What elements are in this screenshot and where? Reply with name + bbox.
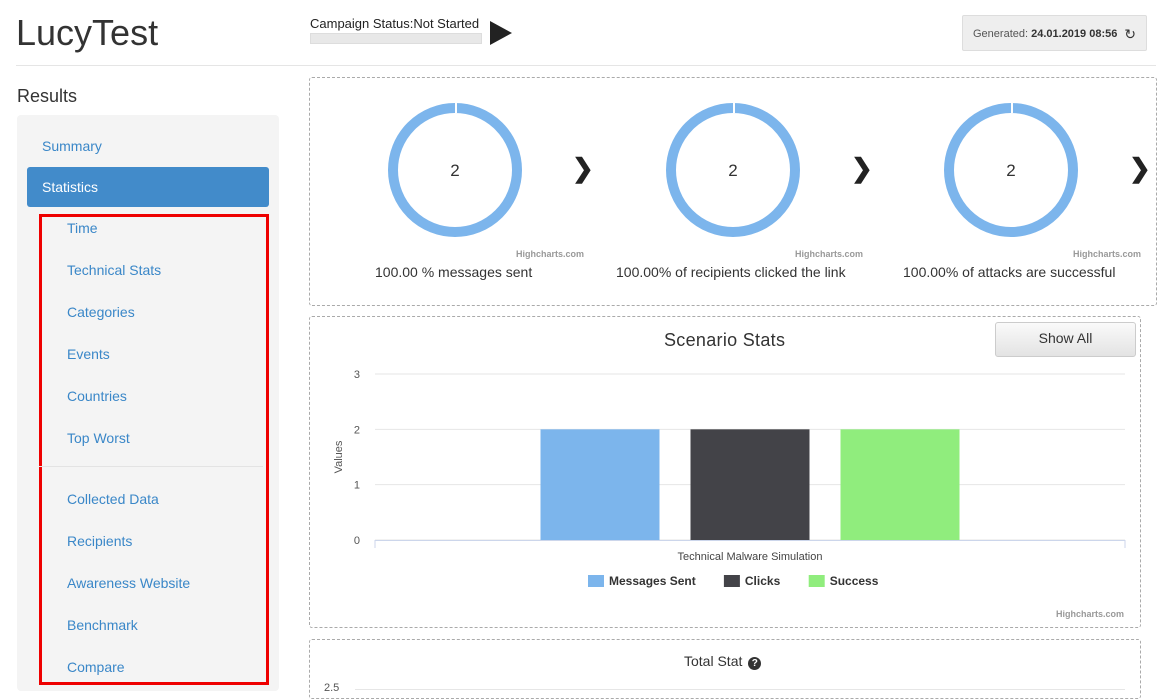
legend-item: Success (830, 574, 879, 588)
donut-caption: 100.00 % messages sent (375, 264, 533, 280)
show-all-button[interactable]: Show All (995, 322, 1136, 357)
highcharts-credit[interactable]: Highcharts.com (516, 249, 585, 259)
donut-value: 2 (450, 161, 460, 180)
chevron-right-icon: ❯ (851, 153, 873, 183)
sidebar-item-categories[interactable]: Categories (67, 304, 135, 320)
sidebar-item-time[interactable]: Time (67, 220, 98, 236)
y-axis-label: Values (333, 440, 345, 473)
highcharts-credit[interactable]: Highcharts.com (1056, 609, 1125, 619)
sidebar-item-statistics[interactable]: Statistics (27, 167, 269, 207)
scenario-chart: 0 1 2 3 Values Technical Malware Simulation Me… (333, 369, 1126, 588)
total-stat-title: Total Stat ? (684, 653, 762, 670)
legend-swatch (588, 575, 604, 587)
sidebar-item-awareness-website[interactable]: Awareness Website (67, 575, 191, 591)
sidebar-item-events[interactable]: Events (67, 346, 110, 362)
attacks-successful-donut: 2 (944, 103, 1078, 237)
gridline (355, 689, 1125, 690)
sidebar-item-collected-data[interactable]: Collected Data (67, 491, 159, 507)
sidebar-divider (39, 466, 263, 467)
y-tick-label: 2 (354, 424, 360, 436)
sidebar-item-recipients[interactable]: Recipients (67, 533, 133, 549)
y-tick-label: 0 (354, 535, 360, 547)
highlight-box (39, 214, 269, 685)
results-heading: Results (17, 86, 78, 106)
y-tick-label: 2.5 (324, 682, 340, 694)
messages-sent-donut: 2 (388, 103, 522, 237)
chevron-right-icon: ❯ (1129, 153, 1151, 183)
generated-label: Generated: (973, 28, 1029, 40)
campaign-status: Campaign Status:Not Started (310, 16, 482, 44)
highcharts-credit[interactable]: Highcharts.com (1073, 249, 1142, 259)
sidebar-item-countries[interactable]: Countries (67, 388, 127, 404)
bar-clicks (690, 429, 810, 540)
sidebar-item-label: Statistics (42, 179, 99, 195)
donut-value: 2 (728, 161, 738, 180)
x-category-label: Technical Malware Simulation (678, 551, 823, 563)
donut-caption: 100.00% of attacks are successful (903, 264, 1116, 280)
sidebar-item-benchmark[interactable]: Benchmark (67, 617, 138, 633)
clicked-link-donut: 2 (666, 103, 800, 237)
generated-info: Generated: 24.01.2019 08:56 ↻ (962, 15, 1147, 51)
bar-messages-sent (540, 429, 660, 540)
chart-title: Scenario Stats (664, 330, 786, 350)
campaign-status-value: Not Started (413, 16, 480, 31)
legend-swatch (723, 575, 740, 587)
sidebar-item-compare[interactable]: Compare (67, 659, 125, 675)
legend-swatch (808, 575, 825, 587)
y-tick-label: 3 (354, 369, 360, 381)
header-divider (16, 65, 1156, 66)
campaign-progress-bar (310, 33, 482, 44)
donut-caption: 100.00% of recipients clicked the link (616, 264, 846, 280)
sidebar (17, 115, 279, 691)
highcharts-credit[interactable]: Highcharts.com (795, 249, 864, 259)
legend-item: Clicks (745, 574, 781, 588)
refresh-icon[interactable]: ↻ (1124, 26, 1136, 42)
legend-item: Messages Sent (609, 574, 696, 588)
sidebar-item-top-worst[interactable]: Top Worst (67, 430, 130, 446)
bar-success (840, 429, 960, 540)
donut-value: 2 (1006, 161, 1016, 180)
generated-value: 24.01.2019 08:56 (1031, 28, 1118, 40)
help-icon[interactable]: ? (748, 657, 762, 670)
chevron-right-icon: ❯ (572, 153, 594, 183)
campaign-status-label: Campaign Status: (310, 16, 414, 31)
play-icon[interactable] (490, 21, 512, 45)
total-stat-label: Total Stat (684, 653, 743, 669)
sidebar-item-technical-stats[interactable]: Technical Stats (67, 262, 162, 278)
sidebar-item-summary[interactable]: Summary (42, 138, 102, 154)
page-title: LucyTest (16, 12, 159, 53)
y-tick-label: 1 (354, 480, 360, 492)
